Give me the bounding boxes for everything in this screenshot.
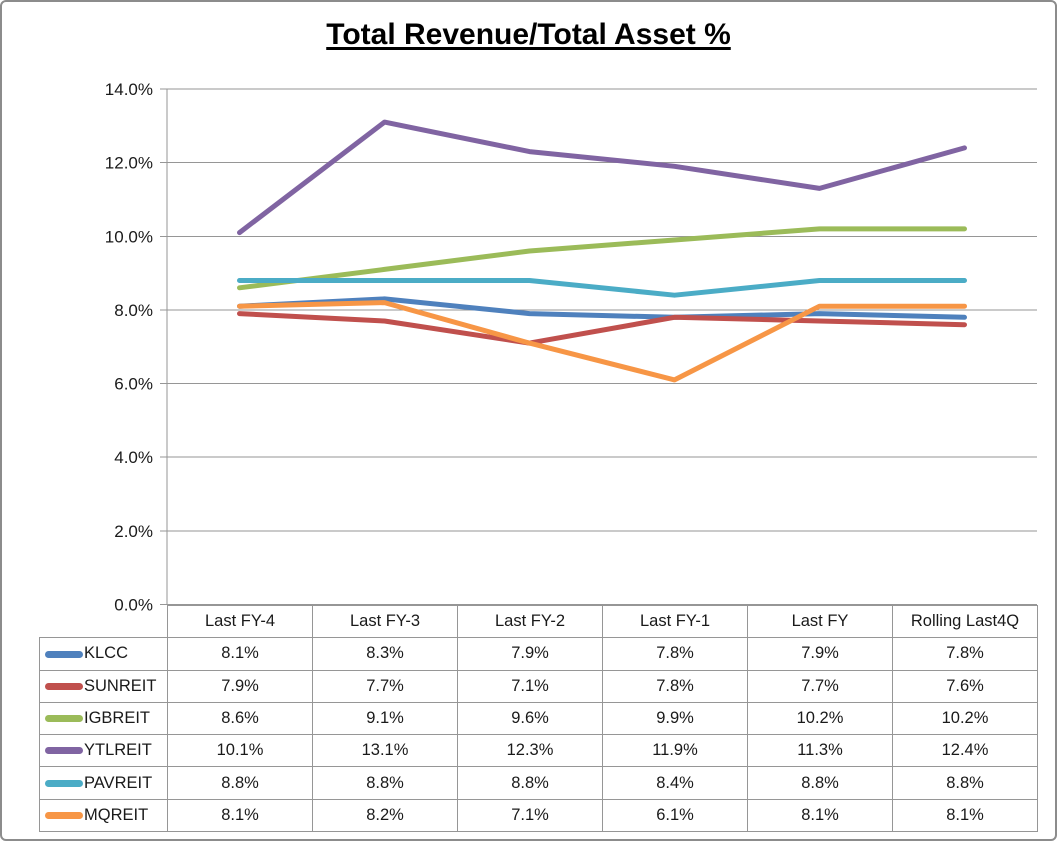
table-corner xyxy=(40,606,168,638)
column-header-5: Rolling Last4Q xyxy=(892,604,1038,639)
table-cell: 8.8% xyxy=(892,766,1038,800)
series-name: SUNREIT xyxy=(84,676,157,695)
chart-title: Total Revenue/Total Asset % xyxy=(2,18,1055,52)
column-header-0: Last FY-4 xyxy=(167,604,313,639)
table-cell: 7.8% xyxy=(602,669,748,703)
table-row-ytlreit: YTLREIT 10.1% 13.1% 12.3% 11.9% 11.3% 12.4% xyxy=(39,734,1038,768)
y-tick-label: 4.0% xyxy=(114,448,153,467)
legend-cell-klcc[interactable]: KLCC xyxy=(39,637,168,671)
table-cell: 12.3% xyxy=(457,734,603,768)
y-tick-label: 10.0% xyxy=(105,227,153,246)
legend-swatch-icon xyxy=(45,682,83,690)
legend-swatch-icon xyxy=(45,812,83,819)
table-cell: 7.6% xyxy=(892,669,1038,703)
series-name: MQREIT xyxy=(84,806,149,824)
table-row-sunreit: SUNREIT 7.9% 7.7% 7.1% 7.8% 7.7% 7.6% xyxy=(39,669,1038,703)
table-cell: 8.3% xyxy=(312,637,458,671)
table-cell: 8.1% xyxy=(747,798,893,833)
table-cell: 7.8% xyxy=(602,637,748,671)
legend-cell-igbreit[interactable]: IGBREIT xyxy=(39,701,168,736)
table-row-pavreit: PAVREIT 8.8% 8.8% 8.8% 8.4% 8.8% 8.8% xyxy=(39,766,1038,800)
chart-title-text: Total Revenue/Total Asset % xyxy=(326,18,731,51)
table-cell: 7.9% xyxy=(457,637,603,671)
table-cell: 13.1% xyxy=(312,734,458,768)
table-cell: 9.1% xyxy=(312,701,458,736)
series-line-mqreit[interactable] xyxy=(237,300,967,383)
series-line-pavreit[interactable] xyxy=(237,278,967,298)
series-name: PAVREIT xyxy=(84,773,153,792)
table-cell: 8.8% xyxy=(312,766,458,800)
series-name: YTLREIT xyxy=(84,741,152,760)
table-cell: 7.9% xyxy=(747,637,893,671)
table-cell: 11.9% xyxy=(602,734,748,768)
series-line-ytlreit[interactable] xyxy=(237,119,967,236)
series-name: KLCC xyxy=(84,644,129,663)
legend-cell-sunreit[interactable]: SUNREIT xyxy=(39,669,168,703)
column-header-1: Last FY-3 xyxy=(312,604,458,639)
y-tick-label: 8.0% xyxy=(114,301,153,320)
y-tick-label: 14.0% xyxy=(105,80,153,99)
legend-cell-mqreit[interactable]: MQREIT xyxy=(39,798,168,833)
legend-swatch-icon xyxy=(45,747,83,755)
table-cell: 7.9% xyxy=(167,669,313,703)
legend-swatch-icon xyxy=(45,650,83,658)
column-header-3: Last FY-1 xyxy=(602,604,748,639)
table-cell: 7.8% xyxy=(892,637,1038,671)
table-cell: 7.7% xyxy=(747,669,893,703)
table-row-igbreit: IGBREIT 8.6% 9.1% 9.6% 9.9% 10.2% 10.2% xyxy=(39,701,1038,736)
table-cell: 8.8% xyxy=(167,766,313,800)
table-cell: 10.2% xyxy=(892,701,1038,736)
table-cell: 7.1% xyxy=(457,669,603,703)
y-tick-label: 12.0% xyxy=(105,154,153,173)
table-row-klcc: KLCC 8.1% 8.3% 7.9% 7.8% 7.9% 7.8% xyxy=(39,637,1038,671)
table-cell: 8.6% xyxy=(167,701,313,736)
series-line-igbreit[interactable] xyxy=(237,226,967,291)
table-cell: 8.2% xyxy=(312,798,458,833)
legend-swatch-icon xyxy=(45,715,83,723)
data-table: Last FY-4 Last FY-3 Last FY-2 Last FY-1 Last… xyxy=(39,604,1038,833)
series-line-sunreit[interactable] xyxy=(237,311,967,346)
table-row-mqreit: MQREIT 8.1% 8.2% 7.1% 6.1% 8.1% 8.1% xyxy=(39,798,1038,833)
table-cell: 8.8% xyxy=(457,766,603,800)
table-cell: 8.1% xyxy=(892,798,1038,833)
table-cell: 6.1% xyxy=(602,798,748,833)
table-cell: 8.8% xyxy=(747,766,893,800)
table-cell: 10.2% xyxy=(747,701,893,736)
table-cell: 8.1% xyxy=(167,798,313,833)
column-header-4: Last FY xyxy=(747,604,893,639)
y-tick-label: 6.0% xyxy=(114,375,153,394)
column-header-2: Last FY-2 xyxy=(457,604,603,639)
series-line-klcc[interactable] xyxy=(237,296,967,320)
table-cell: 9.6% xyxy=(457,701,603,736)
table-cell: 7.7% xyxy=(312,669,458,703)
series-name: IGBREIT xyxy=(84,709,151,728)
y-tick-label: 2.0% xyxy=(114,522,153,541)
table-cell: 9.9% xyxy=(602,701,748,736)
y-tick-label: 0.0% xyxy=(114,596,153,615)
legend-swatch-icon xyxy=(45,779,83,787)
table-cell: 8.4% xyxy=(602,766,748,800)
table-cell: 11.3% xyxy=(747,734,893,768)
legend-cell-ytlreit[interactable]: YTLREIT xyxy=(39,734,168,768)
table-header-row: Last FY-4 Last FY-3 Last FY-2 Last FY-1 Last… xyxy=(40,604,1038,639)
table-cell: 7.1% xyxy=(457,798,603,833)
table-cell: 12.4% xyxy=(892,734,1038,768)
table-cell: 10.1% xyxy=(167,734,313,768)
table-cell: 8.1% xyxy=(167,637,313,671)
legend-cell-pavreit[interactable]: PAVREIT xyxy=(39,766,168,800)
